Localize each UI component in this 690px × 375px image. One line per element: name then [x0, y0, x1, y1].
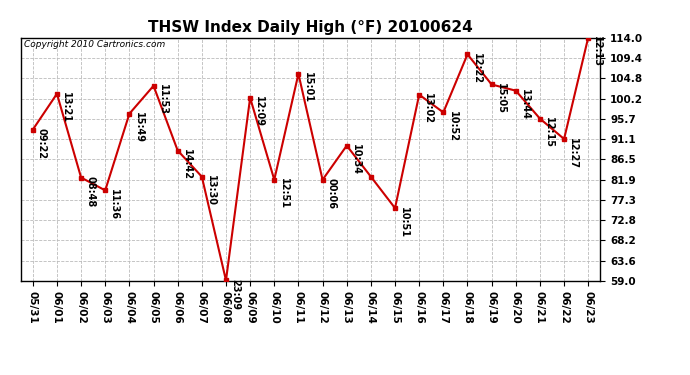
Text: 13:44: 13:44	[520, 89, 530, 120]
Text: 23:09: 23:09	[230, 279, 240, 310]
Text: 11:53: 11:53	[158, 84, 168, 116]
Text: 08:48: 08:48	[86, 176, 95, 207]
Text: 12:13: 12:13	[593, 36, 602, 67]
Text: 09:22: 09:22	[37, 128, 47, 159]
Text: 13:21: 13:21	[61, 92, 71, 123]
Text: 10:51: 10:51	[400, 207, 409, 238]
Text: 00:06: 00:06	[327, 178, 337, 209]
Text: 15:01: 15:01	[303, 72, 313, 104]
Text: 13:02: 13:02	[424, 93, 433, 124]
Text: 12:15: 12:15	[544, 117, 554, 148]
Text: 12:27: 12:27	[569, 138, 578, 169]
Text: 12:09: 12:09	[255, 96, 264, 128]
Text: 11:36: 11:36	[110, 189, 119, 220]
Title: THSW Index Daily High (°F) 20100624: THSW Index Daily High (°F) 20100624	[148, 20, 473, 35]
Text: 12:22: 12:22	[472, 53, 482, 84]
Text: 10:34: 10:34	[351, 144, 361, 175]
Text: 13:30: 13:30	[206, 175, 216, 206]
Text: Copyright 2010 Cartronics.com: Copyright 2010 Cartronics.com	[23, 40, 165, 49]
Text: 15:49: 15:49	[134, 112, 144, 143]
Text: 10:52: 10:52	[448, 111, 457, 142]
Text: 15:05: 15:05	[496, 83, 506, 114]
Text: 12:51: 12:51	[279, 178, 288, 209]
Text: 14:42: 14:42	[182, 149, 192, 180]
